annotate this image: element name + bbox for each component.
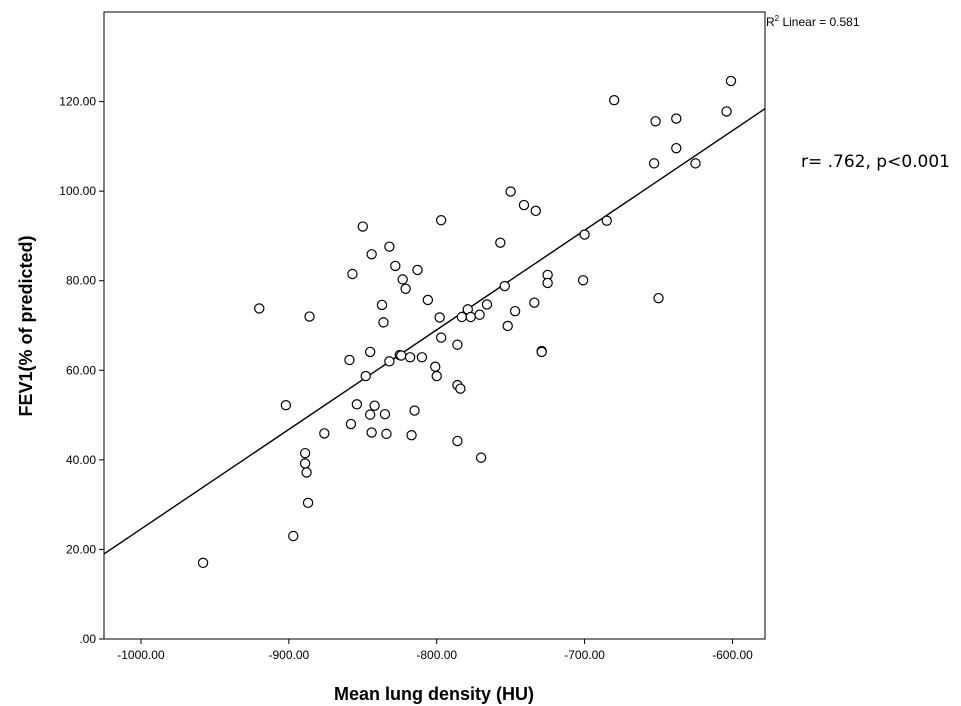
data-point [351, 399, 363, 410]
data-point [347, 268, 358, 280]
data-point [400, 283, 411, 294]
data-point [376, 299, 388, 311]
data-point [302, 497, 314, 509]
y-tick-label: 80.00 [66, 274, 96, 288]
data-point [369, 400, 380, 411]
data-point [379, 408, 391, 420]
data-point [579, 229, 590, 240]
data-point [409, 405, 420, 416]
data-point [671, 142, 682, 154]
r-squared-label: R2 Linear = 0.581 [766, 14, 860, 29]
data-points [197, 75, 737, 569]
data-point [416, 352, 428, 363]
data-point [406, 430, 417, 441]
data-point [404, 352, 416, 363]
data-point [197, 557, 209, 569]
x-tick-label: -800.00 [416, 648, 457, 662]
data-point [542, 277, 553, 289]
data-point [435, 332, 447, 343]
data-point [299, 447, 311, 459]
data-point [430, 361, 441, 372]
data-point [465, 311, 476, 323]
data-point [304, 311, 315, 322]
x-tick-label: -600.00 [712, 648, 753, 662]
data-point [364, 409, 376, 420]
data-point [319, 428, 330, 439]
data-point [495, 237, 506, 248]
data-point [431, 370, 442, 382]
data-point [518, 199, 530, 211]
data-point [455, 383, 466, 394]
r-squared-prefix: R [766, 15, 775, 29]
x-tick-label: -700.00 [564, 648, 605, 662]
data-point [280, 400, 292, 411]
correlation-annotation: r= .762, p<0.001 [801, 152, 950, 172]
data-point [475, 452, 487, 463]
y-tick-label: 40.00 [66, 453, 96, 467]
x-axis: -1000.00 -900.00 -800.00 -700.00 -600.00 [117, 639, 753, 662]
data-point [653, 292, 664, 304]
data-point [366, 249, 377, 260]
data-point [650, 116, 661, 127]
data-point [577, 275, 589, 286]
data-point [536, 346, 547, 358]
data-point [690, 158, 701, 169]
data-point [396, 350, 407, 361]
y-tick-label: 120.00 [59, 95, 96, 109]
data-point [474, 309, 485, 320]
data-point [378, 317, 389, 328]
data-point [254, 303, 265, 314]
data-point [721, 106, 732, 117]
data-point [301, 467, 312, 478]
r-squared-superscript: 2 [775, 14, 780, 23]
plot-frame [103, 11, 766, 640]
data-point [345, 418, 357, 430]
x-tick-label: -1000.00 [117, 648, 165, 662]
data-point [364, 346, 376, 358]
data-point [390, 260, 401, 272]
y-tick-label: .00 [79, 632, 96, 646]
x-tick-label: -900.00 [268, 648, 309, 662]
data-point [360, 370, 371, 382]
y-tick-label: 100.00 [59, 184, 96, 198]
data-point [502, 320, 513, 332]
data-point [601, 215, 612, 226]
data-point [452, 339, 463, 350]
data-point [381, 428, 392, 440]
data-point [434, 312, 445, 323]
x-axis-title: Mean lung density (HU) [334, 684, 534, 704]
linear-fit-line [103, 108, 766, 555]
data-point [608, 95, 620, 106]
data-point [412, 264, 423, 276]
data-point [344, 354, 355, 366]
y-tick-label: 20.00 [66, 542, 96, 556]
data-point [481, 299, 493, 310]
y-axis: .00 20.00 40.00 60.00 80.00 100.00 120.00 [59, 95, 104, 646]
data-point [530, 205, 541, 217]
data-point [397, 274, 408, 285]
data-point [648, 158, 660, 169]
data-point [505, 186, 516, 197]
data-point [452, 435, 463, 447]
y-tick-label: 60.00 [66, 363, 96, 377]
r-squared-text: Linear = 0.581 [779, 15, 860, 29]
data-point [357, 221, 368, 232]
data-point [499, 280, 510, 292]
data-point [671, 113, 682, 124]
data-point [288, 530, 299, 542]
data-point [384, 241, 395, 252]
data-point [366, 427, 377, 438]
y-axis-title: FEV1(% of predicted) [16, 235, 36, 416]
data-point [299, 458, 311, 469]
data-point [725, 75, 737, 87]
data-point [384, 356, 395, 367]
data-point [509, 305, 521, 317]
data-point [422, 294, 434, 306]
data-point [435, 215, 447, 226]
data-point [529, 297, 540, 308]
